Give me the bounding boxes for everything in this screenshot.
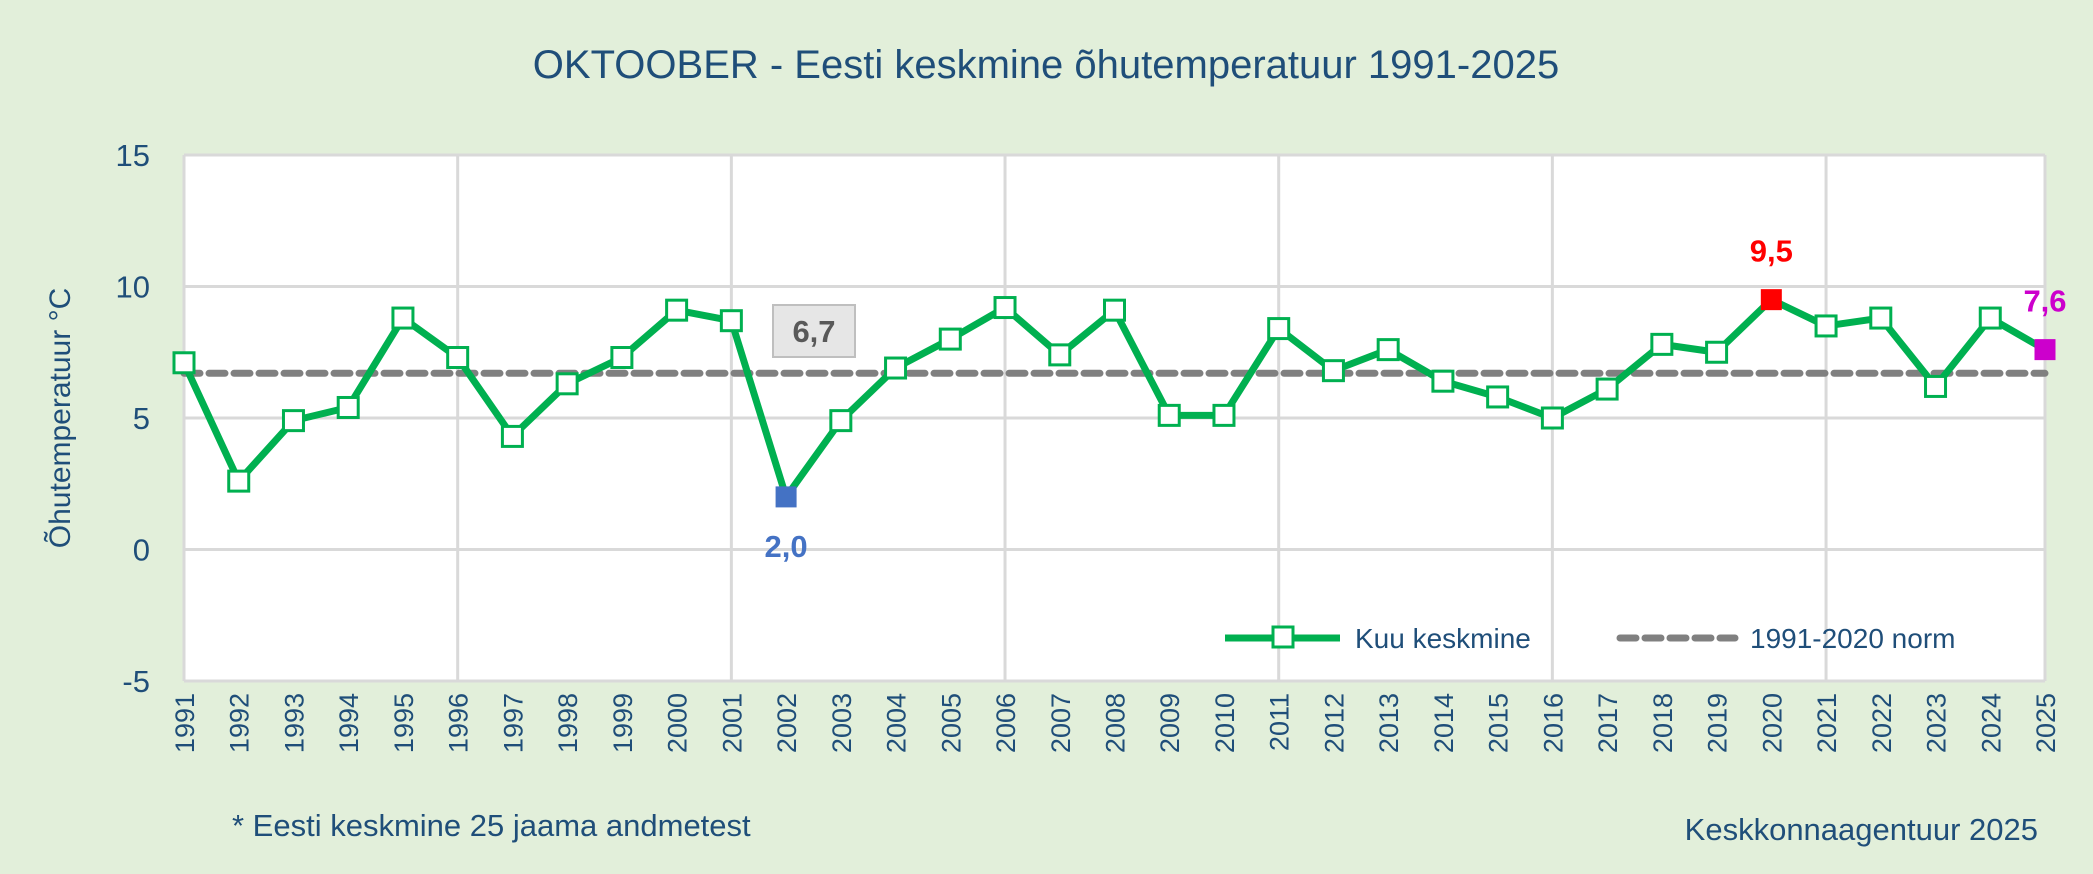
- y-axis-label: Õhutemperatuur °C: [43, 288, 77, 548]
- x-tick-label: 1994: [334, 693, 364, 753]
- data-point: [1760, 289, 1782, 311]
- x-tick-label: 2024: [1976, 693, 2006, 753]
- data-point: [719, 309, 743, 333]
- data-point: [1157, 403, 1181, 427]
- x-tick-label: 2014: [1429, 693, 1459, 753]
- x-tick-label: 2017: [1593, 693, 1623, 753]
- footnote-left: * Eesti keskmine 25 jaama andmetest: [232, 808, 751, 843]
- x-tick-label: 2000: [663, 693, 693, 753]
- data-point: [1924, 374, 1948, 398]
- x-tick-label: 2009: [1155, 693, 1185, 753]
- data-point: [665, 298, 689, 322]
- data-point: [446, 346, 470, 370]
- data-point: [1376, 338, 1400, 362]
- x-tick-label: 2001: [717, 693, 747, 753]
- y-tick-label: 15: [116, 138, 150, 173]
- x-tick-label: 2002: [772, 693, 802, 753]
- data-point: [610, 346, 634, 370]
- data-point: [775, 486, 797, 508]
- legend-label-kuu: Kuu keskmine: [1355, 623, 1531, 654]
- x-tick-label: 2023: [1922, 693, 1952, 753]
- data-point: [1595, 377, 1619, 401]
- data-point: [281, 409, 305, 433]
- x-tick-label: 1996: [444, 693, 474, 753]
- x-tick-label: 2016: [1538, 693, 1568, 753]
- y-tick-label: 10: [116, 270, 150, 305]
- x-tick-label: 2021: [1812, 693, 1842, 753]
- data-point: [993, 296, 1017, 320]
- x-tick-label: 2020: [1757, 693, 1787, 753]
- data-label: 7,6: [2023, 284, 2066, 319]
- norm-label: 6,7: [792, 314, 835, 349]
- data-point: [2034, 339, 2056, 361]
- data-point: [1267, 317, 1291, 341]
- x-tick-label: 2007: [1046, 693, 1076, 753]
- data-point: [1103, 298, 1126, 322]
- data-point: [1705, 340, 1729, 364]
- data-point: [1869, 306, 1893, 330]
- data-point: [1540, 406, 1564, 430]
- data-label: 2,0: [765, 529, 808, 564]
- data-point: [391, 306, 415, 330]
- data-point: [1978, 306, 2002, 330]
- data-point: [1650, 332, 1674, 356]
- data-label: 9,5: [1750, 234, 1793, 269]
- legend: Kuu keskmine 1991-2020 norm: [1225, 623, 1955, 654]
- norm-label-box: [772, 304, 856, 358]
- x-tick-label: 2019: [1703, 693, 1733, 753]
- x-tick-label: 2018: [1648, 693, 1678, 753]
- chart-title: OKTOOBER - Eesti keskmine õhutemperatuur…: [533, 43, 1559, 87]
- data-point: [884, 356, 908, 380]
- data-point: [172, 351, 196, 375]
- x-tick-label: 1991: [170, 693, 200, 753]
- y-tick-label: 5: [133, 401, 150, 436]
- data-point: [1431, 369, 1455, 393]
- legend-marker-kuu: [1271, 625, 1295, 649]
- footnote-right: Keskkonnaagentuur 2025: [1685, 812, 2038, 847]
- x-tick-label: 2022: [1867, 693, 1897, 753]
- legend-label-norm: 1991-2020 norm: [1750, 623, 1955, 654]
- x-tick-label: 1992: [225, 693, 255, 753]
- x-tick-label: 2015: [1484, 693, 1514, 753]
- data-point: [500, 424, 524, 448]
- x-tick-label: 2006: [991, 693, 1021, 753]
- x-tick-label: 2011: [1265, 693, 1295, 751]
- data-point: [1048, 343, 1072, 367]
- x-tick-label: 1993: [279, 693, 309, 753]
- x-tick-label: 2013: [1374, 693, 1404, 753]
- x-tick-label: 1999: [608, 693, 638, 753]
- data-point: [1486, 385, 1510, 409]
- data-point: [1212, 403, 1236, 427]
- x-tick-label: 1995: [389, 693, 419, 753]
- y-tick-label: 0: [133, 533, 150, 568]
- data-point: [555, 372, 579, 396]
- x-tick-label: 2025: [2031, 693, 2061, 753]
- data-point: [1814, 314, 1838, 338]
- data-point: [227, 469, 251, 493]
- data-point: [829, 409, 853, 433]
- x-tick-label: 1997: [498, 693, 528, 753]
- x-tick-label: 2012: [1319, 693, 1349, 753]
- x-tick-label: 2004: [882, 693, 912, 753]
- x-tick-label: 2008: [1101, 693, 1131, 753]
- x-tick-label: 2005: [936, 693, 966, 753]
- data-point: [1321, 359, 1345, 383]
- x-tick-label: 1998: [553, 693, 583, 753]
- x-tick-label: 2003: [827, 693, 857, 753]
- x-tick-label: 2010: [1210, 693, 1240, 753]
- y-tick-label: -5: [122, 664, 150, 699]
- data-point: [938, 327, 962, 351]
- data-point: [336, 395, 360, 419]
